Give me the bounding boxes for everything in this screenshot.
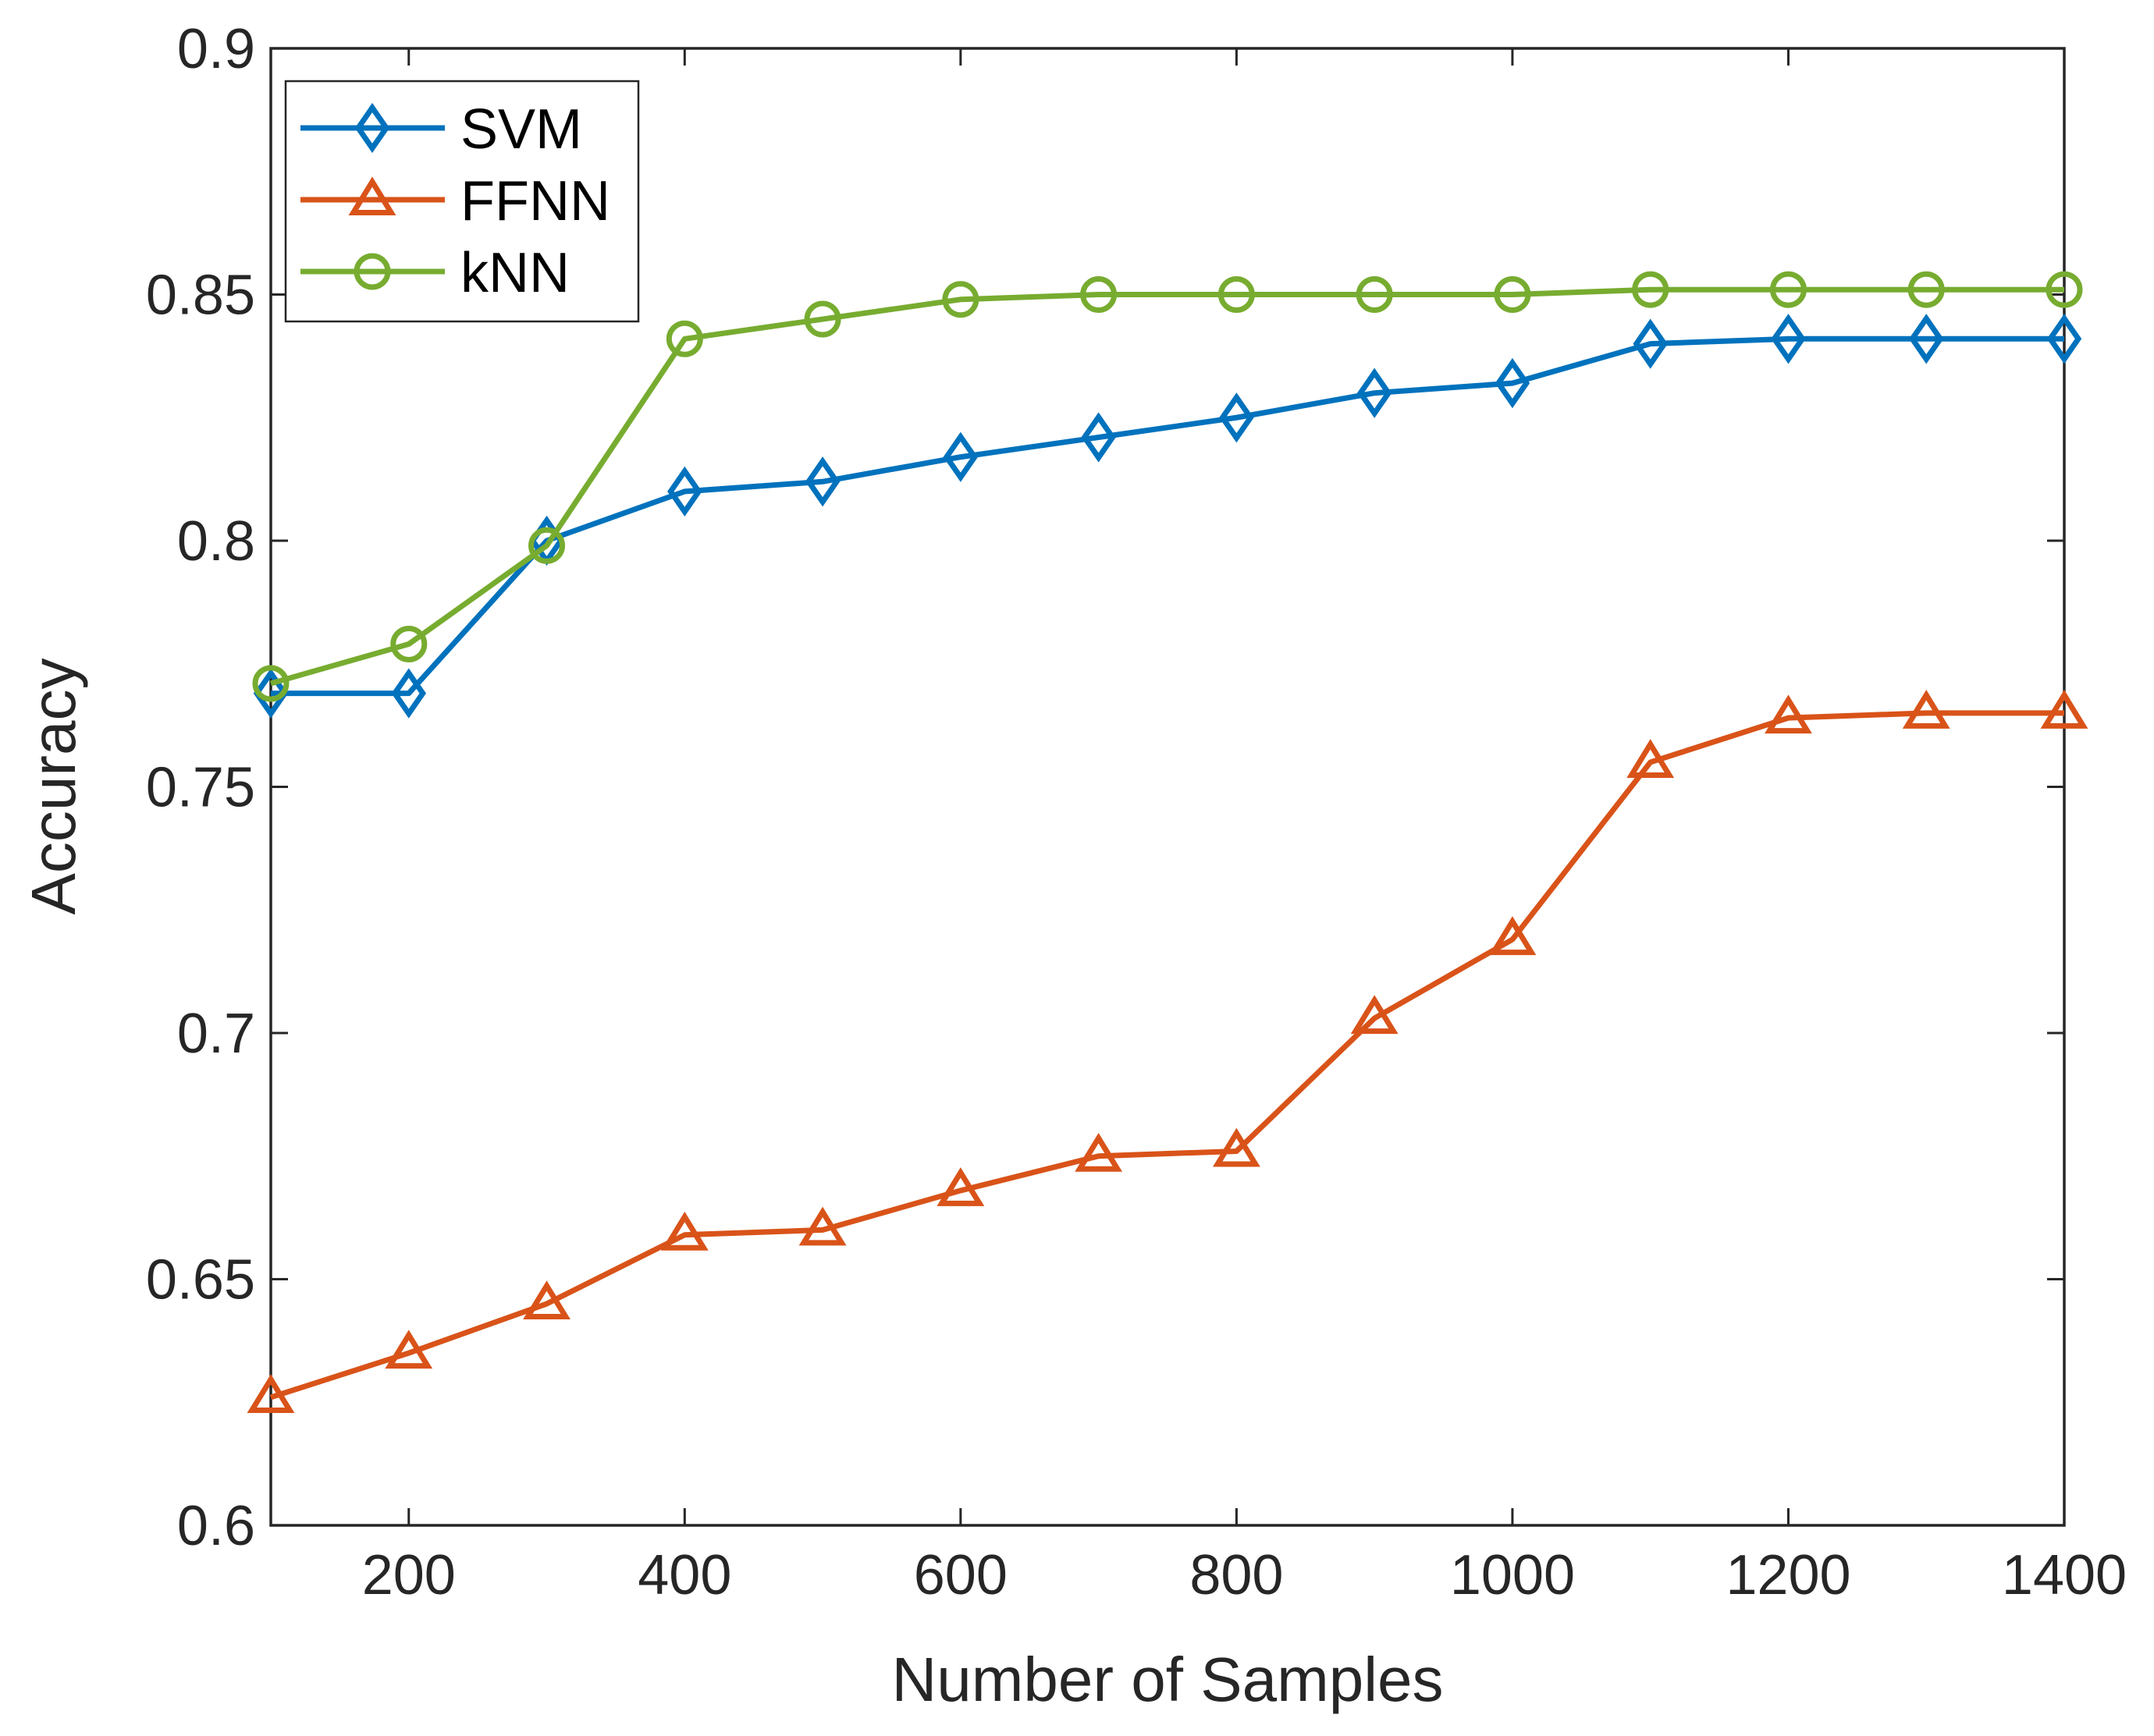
data-point-svm xyxy=(1908,314,1944,364)
data-point-ffnn xyxy=(1488,916,1537,956)
x-tick-label: 400 xyxy=(638,1544,731,1606)
y-tick-label: 0.7 xyxy=(177,1003,255,1065)
data-point-ffnn xyxy=(385,1330,433,1369)
y-tick-label: 0.9 xyxy=(177,18,255,80)
legend: SVM FFNN kNN xyxy=(284,80,640,323)
legend-label: kNN xyxy=(460,242,570,304)
data-point-knn xyxy=(942,281,979,318)
data-point-knn xyxy=(2046,271,2083,308)
data-point-knn xyxy=(1769,271,1807,308)
series-line-knn xyxy=(270,286,2064,687)
axis-ticks: 200 400 600 800 1000 1200 1400 0.6 0.65 0.7 0.75 0.… xyxy=(146,18,2127,1606)
data-point-ffnn xyxy=(1350,995,1399,1035)
y-tick-label: 0.75 xyxy=(146,757,255,819)
y-tick-label: 0.65 xyxy=(146,1249,255,1312)
data-point-svm xyxy=(943,431,979,482)
data-point-knn xyxy=(1494,276,1531,313)
data-point-ffnn xyxy=(2040,690,2088,729)
series-line-ffnn xyxy=(269,710,2064,1401)
data-point-ffnn xyxy=(1212,1127,1260,1167)
data-point-ffnn xyxy=(1626,739,1675,778)
series-ffnn xyxy=(247,690,2088,1413)
data-point-knn xyxy=(1217,276,1255,313)
data-point-svm xyxy=(805,456,841,507)
data-point-ffnn xyxy=(1075,1132,1123,1172)
data-point-knn xyxy=(666,320,703,357)
data-point-knn xyxy=(1080,276,1118,313)
data-point-knn xyxy=(1907,271,1945,308)
data-point-svm xyxy=(1633,318,1668,369)
x-tick-label: 1400 xyxy=(2002,1544,2127,1606)
x-tick-label: 1200 xyxy=(1726,1544,1850,1606)
series-knn xyxy=(252,271,2083,702)
x-axis-title: Number of Samples xyxy=(892,1645,1444,1714)
y-tick-label: 0.8 xyxy=(177,510,255,573)
data-point-knn xyxy=(1632,271,1669,308)
data-point-ffnn xyxy=(1902,690,1950,729)
data-point-svm xyxy=(2046,314,2082,364)
x-tick-label: 1000 xyxy=(1450,1544,1575,1606)
data-point-ffnn xyxy=(798,1206,847,1246)
legend-marker xyxy=(348,176,396,215)
data-point-svm xyxy=(1356,367,1392,418)
data-point-knn xyxy=(528,527,566,564)
series-line-svm xyxy=(271,335,2064,697)
legend-item-knn: kNN xyxy=(300,242,570,304)
data-point-svm xyxy=(1495,357,1530,409)
legend-label: SVM xyxy=(460,98,582,161)
data-point-svm xyxy=(667,466,702,517)
data-point-knn xyxy=(1356,276,1393,313)
legend-item-ffnn: FFNN xyxy=(300,170,610,233)
data-point-ffnn xyxy=(247,1374,295,1413)
data-point-ffnn xyxy=(1765,694,1812,734)
data-point-svm xyxy=(1771,314,1806,364)
series-layer xyxy=(247,271,2088,1413)
data-point-knn xyxy=(804,300,841,338)
y-axis-title: Accuracy xyxy=(19,659,88,915)
data-point-knn xyxy=(390,626,428,663)
legend-label: FFNN xyxy=(460,170,610,233)
y-tick-label: 0.6 xyxy=(177,1495,255,1557)
legend-marker xyxy=(354,102,390,154)
y-tick-label: 0.85 xyxy=(146,264,255,327)
series-svm xyxy=(253,314,2082,719)
data-point-ffnn xyxy=(523,1280,570,1320)
data-point-knn xyxy=(252,665,290,702)
data-point-ffnn xyxy=(937,1167,985,1206)
legend-item-svm: SVM xyxy=(300,98,582,161)
legend-marker xyxy=(354,253,391,290)
data-point-svm xyxy=(391,668,427,719)
data-point-svm xyxy=(1219,392,1254,443)
x-tick-label: 800 xyxy=(1189,1544,1283,1606)
data-point-svm xyxy=(1081,412,1116,463)
x-tick-label: 200 xyxy=(362,1544,456,1606)
data-point-svm xyxy=(253,668,289,719)
x-tick-label: 600 xyxy=(914,1544,1008,1606)
data-point-ffnn xyxy=(660,1211,709,1251)
